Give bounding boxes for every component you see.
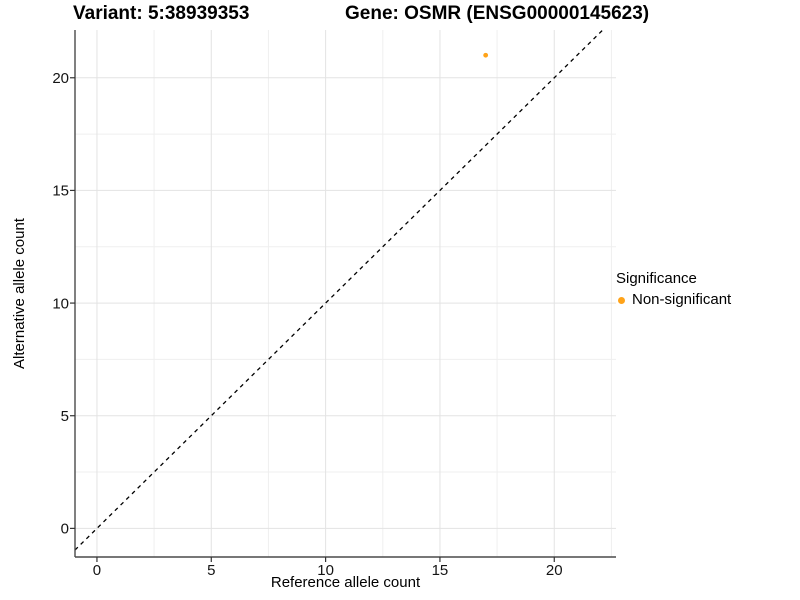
x-tick-label: 5 (207, 562, 215, 579)
variant-title: Variant: 5:38939353 (73, 3, 250, 24)
identity-line (74, 29, 604, 551)
x-axis-title: Reference allele count (271, 574, 421, 591)
x-tick-label: 15 (432, 562, 449, 579)
y-tick-label: 15 (52, 183, 69, 200)
legend-title: Significance (616, 270, 697, 287)
y-tick-label: 5 (61, 408, 69, 425)
legend: Significance Non-significant (616, 270, 731, 309)
legend-item-label: Non-significant (632, 291, 732, 308)
x-tick-label: 20 (546, 562, 563, 579)
data-point (483, 52, 489, 58)
y-tick-label: 20 (52, 70, 69, 87)
x-tick-label: 0 (93, 562, 101, 579)
y-tick-label: 10 (52, 295, 69, 312)
y-axis-title: Alternative allele count (11, 217, 28, 369)
x-tick-label: 10 (317, 562, 334, 579)
plot-panel: 0 5 10 15 20 0 5 10 15 20 (52, 29, 616, 579)
legend-item: Non-significant (616, 291, 731, 309)
legend-point-icon (618, 296, 625, 304)
gene-title: Gene: OSMR (ENSG00000145623) (345, 3, 650, 24)
y-tick-label: 0 (61, 521, 69, 538)
